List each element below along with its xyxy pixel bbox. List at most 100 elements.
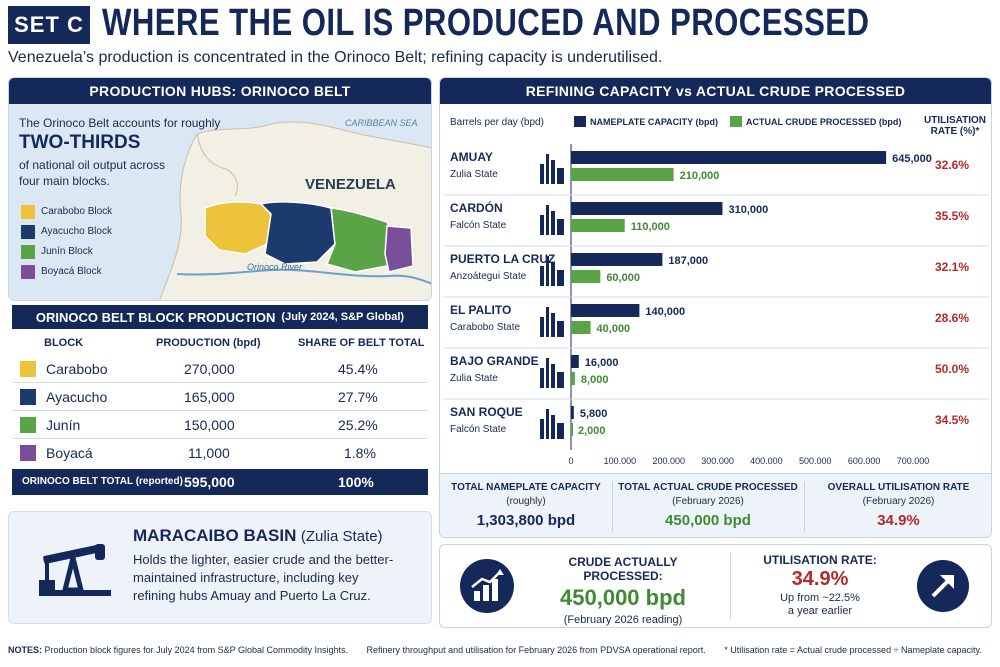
row-production: 150,000 bbox=[184, 417, 235, 433]
legend-swatch-junin bbox=[21, 245, 35, 259]
total-processed-note: (February 2026) bbox=[672, 496, 744, 507]
rate-label: UTILISATION RATE: bbox=[763, 553, 877, 567]
note-3: * Utilisation rate = Actual crude proces… bbox=[724, 645, 982, 655]
processed-value-label: 8,000 bbox=[581, 374, 609, 386]
utilisation-value: 35.5% bbox=[935, 209, 969, 223]
legend-swatch-carabobo bbox=[21, 205, 35, 219]
block-table-title-note: (July 2024, S&P Global) bbox=[281, 311, 405, 323]
row-share: 27.7% bbox=[338, 389, 378, 405]
rate-note1: Up from ~22.5% bbox=[780, 592, 860, 604]
capacity-value-label: 645,000 bbox=[892, 153, 932, 165]
utilisation-header: UTILISATION RATE (%)* bbox=[923, 115, 987, 137]
refinery-icon bbox=[540, 409, 564, 439]
processed-note: (February 2026 reading) bbox=[563, 614, 683, 626]
x-tick-label: 600,000 bbox=[848, 456, 881, 464]
refinery-state: Zulia State bbox=[450, 169, 498, 180]
capacity-bar bbox=[571, 355, 579, 368]
rate-value: 34.9% bbox=[791, 568, 849, 590]
table-row: Carabobo 270,000 45.4% bbox=[12, 355, 428, 383]
processed-block: CRUDE ACTUALLY PROCESSED: 450,000 bpd (F… bbox=[530, 555, 716, 626]
refinery-icon bbox=[540, 307, 564, 337]
refinery-icon bbox=[540, 154, 564, 184]
total-capacity-label: TOTAL NAMEPLATE CAPACITY bbox=[451, 482, 601, 493]
block-table-title-text: ORINOCO BELT BLOCK PRODUCTION bbox=[35, 309, 276, 325]
processed-bar bbox=[571, 372, 575, 385]
maracaibo-title-note: (Zulia State) bbox=[300, 528, 383, 545]
table-row: Ayacucho 165,000 27.7% bbox=[12, 383, 428, 411]
col-header-share: SHARE OF BELT TOTAL bbox=[298, 337, 425, 349]
carabobo-block-shape bbox=[204, 201, 272, 255]
refinery-state: Carabobo State bbox=[450, 322, 520, 333]
capacity-value-label: 5,800 bbox=[580, 408, 608, 420]
row-share: 45.4% bbox=[338, 361, 378, 377]
capacity-value-label: 140,000 bbox=[645, 306, 685, 318]
legend-label-capacity: NAMEPLATE CAPACITY (bpd) bbox=[590, 117, 718, 127]
x-tick-label: 500,000 bbox=[799, 456, 832, 464]
junin-block-shape bbox=[325, 207, 396, 273]
capacity-bar bbox=[571, 151, 887, 164]
orinoco-map bbox=[9, 104, 431, 300]
refinery-state: Zulia State bbox=[450, 373, 498, 384]
total-capacity: TOTAL NAMEPLATE CAPACITY (roughly) 1,303… bbox=[440, 482, 612, 529]
page-subtitle: Venezuela’s production is concentrated i… bbox=[8, 49, 663, 66]
overall-utilisation: OVERALL UTILISATION RATE (February 2026)… bbox=[804, 482, 991, 529]
refinery-name: CARDÓN bbox=[450, 200, 503, 215]
production-hubs-panel: PRODUCTION HUBS: ORINOCO BELT CARIBBEAN … bbox=[8, 77, 432, 301]
table-row: Junín 150,000 25.2% bbox=[12, 411, 428, 439]
maracaibo-line2: maintained infrastructure, including key bbox=[133, 570, 359, 585]
capacity-bar bbox=[571, 253, 663, 266]
capacity-value-label: 310,000 bbox=[728, 204, 768, 216]
overall-utilisation-note: (February 2026) bbox=[862, 496, 935, 507]
totals-divider bbox=[612, 482, 613, 532]
processed-value-label: 210,000 bbox=[680, 170, 720, 182]
map-intro-line3: four main blocks. bbox=[19, 174, 110, 188]
total-production: 595,000 bbox=[184, 474, 235, 490]
col-header-block: BLOCK bbox=[44, 337, 84, 349]
processed-value-label: 40,000 bbox=[597, 323, 631, 335]
total-capacity-value: 1,303,800 bpd bbox=[476, 512, 576, 529]
total-label: ORINOCO BELT TOTAL (reported) bbox=[22, 476, 183, 487]
map-intro-line2: of national oil output across bbox=[19, 158, 166, 172]
refinery-state: Anzoátegui State bbox=[450, 271, 527, 282]
capacity-value-label: 16,000 bbox=[585, 357, 619, 369]
processed-value-label: 60,000 bbox=[606, 272, 640, 284]
maracaibo-line3: refining hubs Amuay and Puerto La Cruz. bbox=[133, 588, 371, 603]
y-axis-label: Barrels per day (bpd) bbox=[450, 117, 544, 128]
row-swatch bbox=[20, 389, 36, 405]
set-label: SET C bbox=[8, 6, 90, 44]
notes-label: NOTES: bbox=[8, 645, 43, 655]
map-intro-line1: The Orinoco Belt accounts for roughly bbox=[19, 116, 221, 130]
overall-utilisation-value: 34.9% bbox=[877, 512, 920, 529]
capacity-bar bbox=[571, 202, 723, 215]
refining-title: REFINING CAPACITY vs ACTUAL CRUDE PROCES… bbox=[440, 78, 991, 104]
boyaca-block-shape bbox=[384, 225, 414, 273]
legend-label-boyaca: Boyacá Block bbox=[41, 266, 102, 277]
legend-swatch-ayacucho bbox=[21, 225, 35, 239]
row-swatch bbox=[20, 361, 36, 377]
total-row: ORINOCO BELT TOTAL (reported) 595,000 10… bbox=[12, 469, 428, 495]
maracaibo-panel: MARACAIBO BASIN (Zulia State) Holds the … bbox=[8, 511, 432, 624]
row-production: 11,000 bbox=[188, 445, 230, 461]
block-production-table: ORINOCO BELT BLOCK PRODUCTION (July 2024… bbox=[8, 303, 432, 499]
callout-divider bbox=[730, 553, 731, 619]
page-title: WHERE THE OIL IS PRODUCED AND PROCESSED bbox=[102, 2, 870, 44]
totals-strip: TOTAL NAMEPLATE CAPACITY (roughly) 1,303… bbox=[440, 473, 991, 537]
country-label: VENEZUELA bbox=[305, 176, 396, 193]
row-share: 25.2% bbox=[338, 417, 378, 433]
legend-label-ayacucho: Ayacucho Block bbox=[41, 226, 112, 237]
sea-label: CARIBBEAN SEA bbox=[345, 118, 418, 128]
utilisation-value: 32.6% bbox=[935, 158, 969, 172]
x-tick-label: 0 bbox=[568, 456, 573, 464]
row-swatch bbox=[20, 445, 36, 461]
x-tick-label: 100,000 bbox=[604, 456, 637, 464]
ayacucho-block-shape bbox=[259, 201, 336, 265]
utilisation-value: 28.6% bbox=[935, 311, 969, 325]
x-tick-label: 300,000 bbox=[701, 456, 734, 464]
capacity-bar bbox=[571, 304, 640, 317]
processed-bar bbox=[571, 168, 674, 181]
row-block: Carabobo bbox=[46, 361, 108, 377]
refinery-name: AMUAY bbox=[450, 150, 493, 164]
processed-label: CRUDE ACTUALLY PROCESSED: bbox=[568, 555, 678, 583]
row-production: 165,000 bbox=[184, 389, 235, 405]
legend-swatch-processed bbox=[730, 116, 742, 127]
